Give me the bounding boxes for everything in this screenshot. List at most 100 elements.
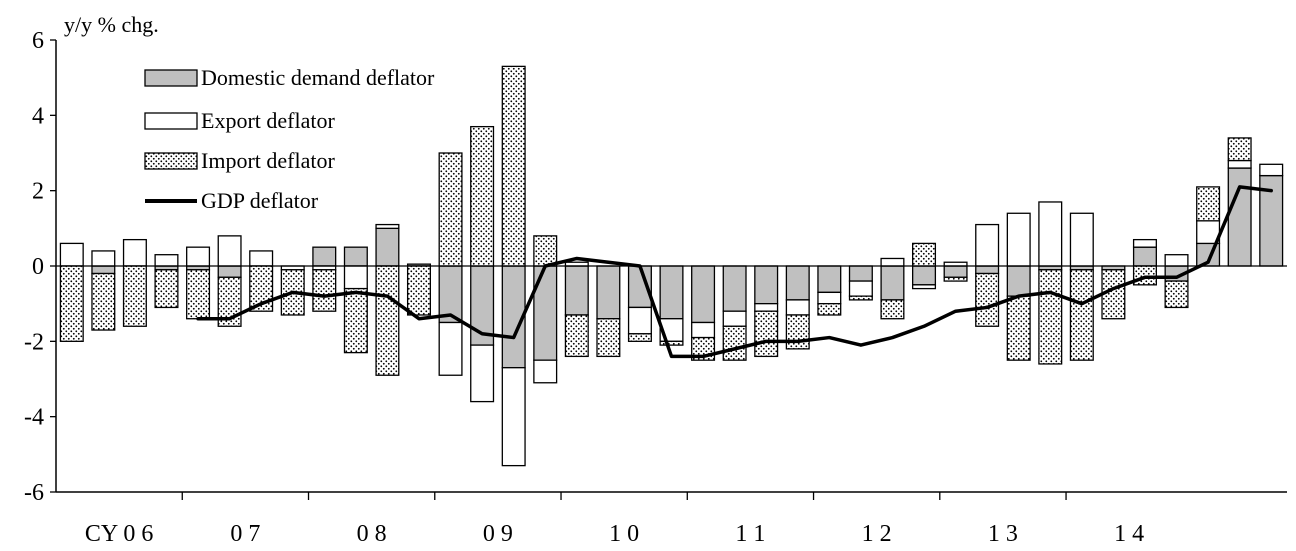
- bar-domestic-q31: [1006, 265, 1031, 297]
- bar-import-q31: [1006, 295, 1031, 361]
- bar-domestic-q11: [375, 227, 400, 267]
- bar-export-q19: [627, 306, 652, 335]
- bar-import-q16: [533, 235, 558, 267]
- bar-export-q5: [186, 246, 211, 267]
- gdp-line-layer: [196, 185, 1273, 359]
- bar-import-q36: [1164, 280, 1189, 309]
- bar-export-q15: [501, 367, 526, 467]
- bar-import-q1: [59, 265, 84, 342]
- bar-import-q23: [754, 310, 779, 358]
- y-tick-label: 4: [32, 103, 44, 129]
- bar-domestic-q21: [691, 265, 716, 324]
- y-tick-label: 0: [32, 254, 44, 280]
- bar-export-q35: [1132, 238, 1157, 248]
- bar-export-q14: [470, 344, 495, 403]
- bar-import-q33: [1069, 269, 1094, 361]
- bars-layer: [59, 65, 1284, 467]
- legend-swatch-import: [144, 152, 198, 170]
- bar-import-q27: [880, 299, 905, 320]
- bar-domestic-q29: [943, 265, 968, 278]
- x-tick-label: 1 1: [735, 521, 765, 547]
- bar-export-q23: [754, 303, 779, 312]
- bar-domestic-q25: [817, 265, 842, 294]
- bar-import-q24: [785, 314, 810, 350]
- legend-label-import: Import deflator: [201, 148, 335, 173]
- bar-import-q10: [343, 287, 368, 354]
- bar-domestic-q22: [722, 265, 747, 312]
- bar-import-q35: [1132, 265, 1157, 286]
- bar-domestic-q17: [564, 265, 589, 316]
- legend-label-gdp: GDP deflator: [201, 188, 319, 213]
- axes-layer: 6 4 2 0 -2 -4 -6 CY 0 6 0 7 0 8 0 9 1 0 1 1 1 2 1 3 1 4: [24, 28, 1287, 547]
- bar-export-q7: [249, 250, 274, 267]
- x-tick-label: 1 0: [609, 521, 639, 547]
- bar-domestic-q28: [912, 265, 937, 286]
- bar-import-q14: [470, 125, 495, 267]
- x-tick-label: 0 7: [230, 521, 260, 547]
- bar-domestic-q10: [343, 246, 368, 267]
- legend-swatch-export: [144, 112, 198, 130]
- bar-import-q6: [217, 276, 242, 327]
- bar-import-q30: [975, 272, 1000, 327]
- bar-export-q13: [438, 321, 463, 376]
- bar-export-q10: [343, 265, 368, 290]
- bar-export-q27: [880, 257, 905, 267]
- legend-swatch-domestic: [144, 69, 198, 87]
- bar-domestic-q26: [848, 265, 873, 282]
- legend-label-domestic: Domestic demand deflator: [201, 65, 435, 90]
- bar-export-q6: [217, 235, 242, 267]
- y-tick-label: -6: [24, 480, 44, 506]
- bar-import-q17: [564, 314, 589, 358]
- bar-import-q4: [154, 269, 179, 309]
- bar-import-q26: [848, 295, 873, 301]
- bar-import-q20: [659, 340, 684, 346]
- bar-import-q3: [122, 265, 147, 327]
- bar-import-q9: [312, 269, 337, 312]
- bar-export-q33: [1069, 212, 1094, 267]
- bar-domestic-q27: [880, 265, 905, 301]
- bar-import-q28: [912, 242, 937, 267]
- bar-domestic-q35: [1132, 246, 1157, 267]
- x-tick-label: 1 2: [862, 521, 892, 547]
- bar-export-q16: [533, 359, 558, 384]
- bar-domestic-q2: [91, 265, 116, 275]
- bar-domestic-q18: [596, 265, 621, 320]
- x-tick-label: CY 0 6: [85, 521, 153, 547]
- x-tick-label: 0 8: [357, 521, 387, 547]
- bar-domestic-q24: [785, 265, 810, 301]
- bar-export-q39: [1259, 163, 1284, 177]
- bar-export-q36: [1164, 254, 1189, 267]
- bar-export-q30: [975, 223, 1000, 267]
- bar-export-q11: [375, 223, 400, 229]
- legend: Domestic demand deflator Export deflator…: [144, 65, 435, 213]
- bar-export-q31: [1006, 212, 1031, 267]
- bar-import-q15: [501, 65, 526, 267]
- bar-export-q32: [1038, 201, 1063, 267]
- bar-export-q26: [848, 280, 873, 297]
- bar-domestic-q6: [217, 265, 242, 278]
- bar-export-q21: [691, 321, 716, 339]
- bar-import-q19: [627, 333, 652, 342]
- bar-domestic-q38: [1227, 167, 1252, 267]
- bar-domestic-q23: [754, 265, 779, 305]
- bar-import-q5: [186, 269, 211, 320]
- bar-export-q4: [154, 254, 179, 267]
- bar-export-q3: [122, 238, 147, 267]
- bar-export-q2: [91, 250, 116, 267]
- y-tick-label: -4: [24, 405, 44, 431]
- y-tick-label: -2: [24, 329, 44, 355]
- bar-import-q2: [91, 272, 116, 331]
- bar-import-q38: [1227, 137, 1252, 162]
- bar-import-q25: [817, 303, 842, 316]
- bar-domestic-q20: [659, 265, 684, 320]
- bar-export-q38: [1227, 159, 1252, 169]
- bar-import-q12: [406, 265, 431, 316]
- bar-export-q1: [59, 242, 84, 267]
- bar-import-q37: [1196, 186, 1221, 222]
- bar-export-q28: [912, 284, 937, 290]
- y-tick-label: 6: [32, 28, 44, 54]
- bar-export-q22: [722, 310, 747, 327]
- bar-import-q11: [375, 265, 400, 376]
- unit-label: y/y % chg.: [64, 12, 159, 37]
